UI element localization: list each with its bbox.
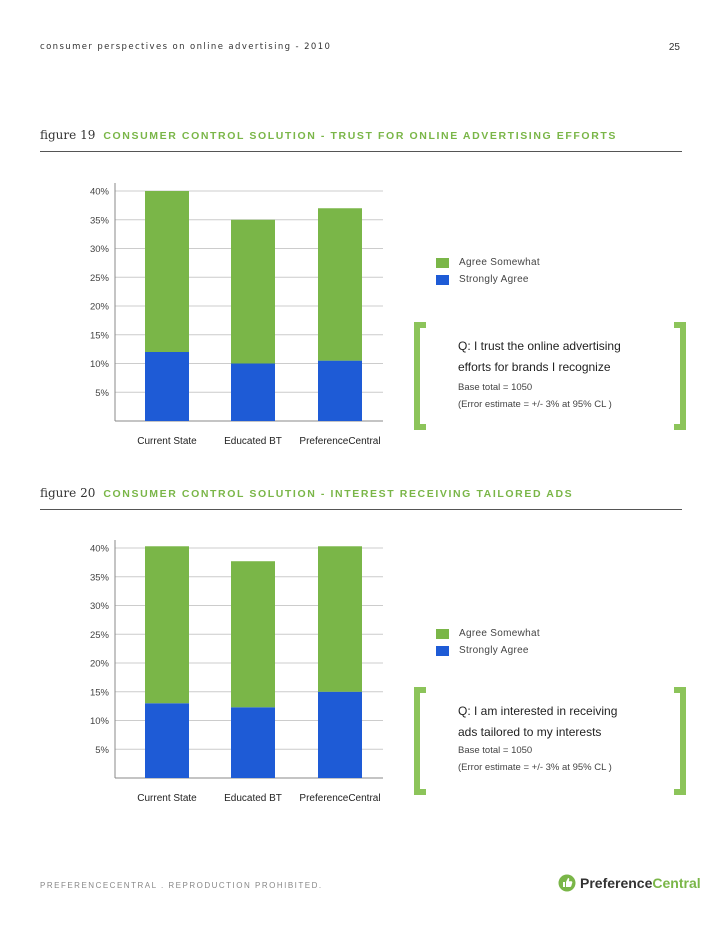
y-tick-label: 30% [90,601,110,612]
figure-20-legend: Agree Somewhat Strongly Agree [436,625,540,659]
bar-strongly-agree [145,352,189,421]
legend-agree-somewhat: Agree Somewhat [436,254,540,271]
legend-label: Strongly Agree [459,645,529,656]
legend-label: Strongly Agree [459,274,529,285]
question-line-2: ads tailored to my interests [458,725,602,739]
y-tick-label: 10% [90,359,110,370]
figure-19-rule [40,151,682,152]
y-tick-label: 20% [90,302,110,313]
figure-19-title: figure 19 consumer control solution - tru… [40,128,617,142]
footer-text: preferencecentral . reproduction prohibi… [40,881,323,890]
right-bracket [674,687,686,795]
y-tick-label: 15% [90,330,110,341]
error-estimate: (Error estimate = +/- 3% at 95% CL ) [458,762,612,773]
figure-19-chart: 5% 10% 15% 20% 25% 30% 35% 40% Current State Educ… [90,183,383,447]
figure-20-title: figure 20 consumer control solution - int… [40,486,573,500]
y-tick-label: 35% [90,572,110,583]
left-bracket [414,322,426,430]
y-tick-label: 10% [90,716,110,727]
y-tick-label: 5% [95,388,109,399]
right-bracket [674,322,686,430]
figure-19-callout: Q: I trust the online advertising effort… [414,322,686,430]
legend-swatch-blue [436,645,449,656]
question-text: Q: I am interested in receiving ads tail… [458,701,658,743]
bar-strongly-agree [318,691,362,778]
bar-agree-somewhat [231,561,275,708]
y-tick-label: 20% [90,659,110,670]
figure-20-callout: Q: I am interested in receiving ads tail… [414,687,686,795]
page-number: 25 [668,42,680,53]
question-line-2: efforts for brands I recognize [458,360,611,374]
left-bracket [414,687,426,795]
legend-swatch-green [436,628,449,639]
figure-20-heading: consumer control solution - interest rec… [103,488,574,500]
bar-agree-somewhat [318,208,362,361]
question-line-1: Q: I trust the online advertising [458,339,621,353]
bar-strongly-agree [231,707,275,778]
y-tick-label: 40% [90,544,110,555]
question-text: Q: I trust the online advertising effort… [458,336,658,378]
y-tick-label: 30% [90,244,110,255]
question-line-1: Q: I am interested in receiving [458,704,618,718]
figure-19-heading: consumer control solution - trust for on… [103,130,617,142]
bar-agree-somewhat [231,219,275,364]
x-category-label: PreferenceCentral [299,793,380,804]
figure-20-rule [40,509,682,510]
bar-agree-somewhat [318,546,362,692]
header-title: consumer perspectives on online advertis… [40,42,332,52]
legend-agree-somewhat: Agree Somewhat [436,625,540,642]
figure-20-chart: 5% 10% 15% 20% 25% 30% 35% 40% Current State Educ… [90,540,383,804]
x-category-label: Current State [137,436,197,447]
bar-agree-somewhat [145,191,189,352]
legend-strongly-agree: Strongly Agree [436,271,540,288]
base-total: Base total = 1050 [458,745,533,756]
x-category-label: PreferenceCentral [299,436,380,447]
logo-text-central: Central [652,875,701,891]
legend-swatch-blue [436,274,449,285]
preferencecentral-logo: Preference Central [558,874,701,892]
x-category-label: Educated BT [224,793,282,804]
x-category-label: Educated BT [224,436,282,447]
y-tick-label: 5% [95,745,109,756]
error-estimate: (Error estimate = +/- 3% at 95% CL ) [458,399,612,410]
bar-strongly-agree [231,363,275,421]
figure-20-number: figure 20 [40,486,96,500]
figure-19-number: figure 19 [40,128,96,142]
y-tick-label: 25% [90,630,110,641]
x-category-label: Current State [137,793,197,804]
base-total: Base total = 1050 [458,382,533,393]
legend-label: Agree Somewhat [459,628,540,639]
logo-text-preference: Preference [580,875,653,891]
y-tick-label: 15% [90,687,110,698]
y-tick-label: 25% [90,273,110,284]
bar-strongly-agree [145,703,189,778]
legend-swatch-green [436,257,449,268]
logo-thumb-icon [558,874,576,892]
bar-strongly-agree [318,360,362,421]
legend-label: Agree Somewhat [459,257,540,268]
y-tick-label: 35% [90,215,110,226]
bar-agree-somewhat [145,546,189,704]
legend-strongly-agree: Strongly Agree [436,642,540,659]
y-tick-label: 40% [90,187,110,198]
figure-19-legend: Agree Somewhat Strongly Agree [436,254,540,288]
